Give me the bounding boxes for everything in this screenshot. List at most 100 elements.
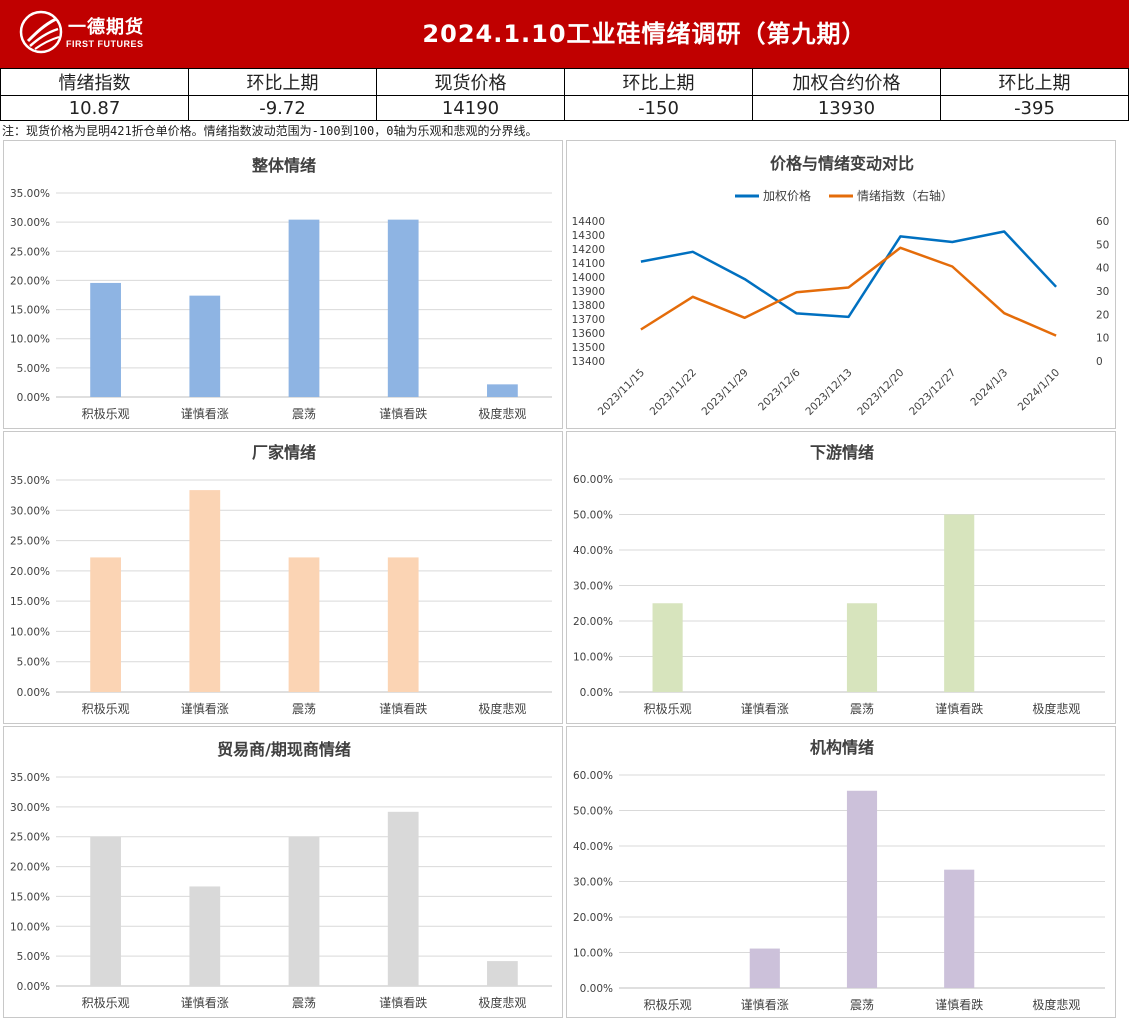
chart-downstream: 下游情绪 0.00% 10.00% 20.00% 30.00% 40.00% 50.00% 6… (573, 443, 1105, 716)
y-tick-label: 0.00% (17, 687, 50, 699)
x-category-label: 谨慎看涨 (741, 997, 789, 1012)
bar (749, 948, 780, 988)
y-tick-label: 20.00% (573, 616, 613, 628)
value-sentiment-index: 10.87 (0, 95, 189, 121)
x-date-label: 2023/11/29 (700, 367, 751, 418)
chart-title: 下游情绪 (810, 443, 874, 462)
x-category-label: 谨慎看跌 (935, 701, 983, 716)
y-tick-label: 10.00% (573, 652, 613, 664)
bar (387, 219, 419, 397)
x-date-label: 2023/11/15 (596, 367, 647, 418)
y-left-tick-label: 13900 (572, 286, 605, 298)
y-right-tick-label: 10 (1096, 333, 1109, 345)
bar (487, 961, 518, 986)
chart-factory: 厂家情绪 0.00% 5.00% 10.00% 15.00% 20.00% 25.00% 30… (10, 443, 552, 716)
y-tick-label: 30.00% (10, 802, 50, 814)
y-tick-label: 35.00% (10, 475, 50, 487)
logo-text-en: FIRST FUTURES (66, 39, 144, 49)
y-left-tick-label: 13600 (572, 328, 605, 340)
x-category-label: 极度悲观 (478, 406, 526, 421)
y-tick-label: 60.00% (573, 474, 613, 486)
value-sentiment-change: -9.72 (188, 95, 377, 121)
bar (846, 603, 878, 692)
y-tick-label: 5.00% (17, 951, 50, 963)
x-category-label: 谨慎看涨 (181, 406, 229, 421)
chart-title: 整体情绪 (251, 156, 316, 175)
price-series-line (640, 230, 1058, 319)
y-right-tick-label: 20 (1096, 309, 1109, 321)
chart-institution: 机构情绪 0.00% 10.00% 20.00% 30.00% 40.00% 50.00% 6… (573, 738, 1105, 1012)
header-banner: 一德期货 FIRST FUTURES 2024.1.10工业硅情绪调研（第九期） (0, 0, 1129, 68)
bar (944, 869, 975, 988)
header-sentiment-index: 情绪指数 (0, 68, 189, 96)
y-tick-label: 50.00% (573, 510, 613, 522)
chart-title: 厂家情绪 (252, 443, 316, 462)
y-tick-label: 30.00% (573, 581, 613, 593)
bar (90, 557, 121, 692)
x-category-label: 谨慎看涨 (181, 995, 229, 1010)
x-date-label: 2023/12/20 (855, 367, 906, 418)
y-right-tick-label: 30 (1096, 286, 1109, 298)
bar (387, 557, 419, 692)
x-date-label: 2023/12/27 (907, 367, 958, 418)
x-category-label: 谨慎看跌 (379, 406, 427, 421)
bar (487, 384, 518, 397)
x-date-label: 2024/1/3 (968, 367, 1010, 409)
y-tick-label: 5.00% (17, 363, 50, 375)
chart-panel-institution: 机构情绪 0.00% 10.00% 20.00% 30.00% 40.00% 50.00% 6… (566, 726, 1116, 1018)
company-logo: 一德期货 FIRST FUTURES (18, 9, 148, 59)
header-weighted-change: 环比上期 (940, 68, 1129, 96)
bar (189, 295, 221, 397)
bar (189, 490, 221, 692)
value-weighted-price: 13930 (752, 95, 941, 121)
x-category-label: 极度悲观 (1032, 997, 1080, 1012)
summary-value-row: 10.87 -9.72 14190 -150 13930 -395 (0, 95, 1129, 121)
bar (189, 886, 221, 986)
x-category-label: 震荡 (292, 702, 316, 716)
x-category-label: 震荡 (850, 702, 874, 716)
y-left-tick-label: 13700 (572, 314, 605, 326)
bar (288, 836, 320, 986)
summary-header-row: 情绪指数 环比上期 现货价格 环比上期 加权合约价格 环比上期 (0, 68, 1129, 96)
chart-panel-overall: 整体情绪 0.00% 5.00% 10.00% 15.00% 20.00% 25.00% 30… (3, 140, 563, 429)
chart-title: 机构情绪 (810, 738, 874, 757)
y-tick-label: 35.00% (10, 188, 50, 200)
value-weighted-change: -395 (940, 95, 1129, 121)
y-tick-label: 15.00% (10, 596, 50, 608)
y-right-tick-label: 50 (1096, 239, 1109, 251)
header-weighted-price: 加权合约价格 (752, 68, 941, 96)
y-tick-label: 25.00% (10, 536, 50, 548)
bar (90, 282, 121, 397)
x-category-label: 震荡 (292, 407, 316, 421)
bar (288, 219, 320, 397)
y-left-tick-label: 13400 (572, 356, 605, 368)
bar (944, 514, 975, 692)
bar (288, 557, 320, 692)
y-left-tick-label: 14100 (572, 258, 605, 270)
page-title: 2024.1.10工业硅情绪调研（第九期） (422, 20, 867, 48)
x-category-label: 谨慎看跌 (379, 995, 427, 1010)
legend-label: 加权价格 (763, 188, 811, 203)
x-category-label: 积极乐观 (644, 998, 692, 1012)
x-category-label: 积极乐观 (644, 702, 692, 716)
y-tick-label: 30.00% (10, 217, 50, 229)
y-tick-label: 15.00% (10, 891, 50, 903)
logo-emblem-icon (19, 10, 63, 54)
y-tick-label: 25.00% (10, 832, 50, 844)
bar (652, 603, 683, 692)
y-tick-label: 20.00% (573, 912, 613, 924)
x-category-label: 谨慎看跌 (379, 701, 427, 716)
x-date-label: 2024/1/10 (1016, 367, 1063, 414)
y-left-tick-label: 14300 (572, 230, 605, 242)
x-category-label: 谨慎看涨 (741, 701, 789, 716)
chart-panel-trader: 贸易商/期现商情绪 0.00% 5.00% 10.00% 15.00% 20.00% 25.… (3, 726, 563, 1018)
chart-panel-downstream: 下游情绪 0.00% 10.00% 20.00% 30.00% 40.00% 50.00% 6… (566, 431, 1116, 724)
y-tick-label: 20.00% (10, 566, 50, 578)
y-tick-label: 0.00% (580, 687, 613, 699)
y-tick-label: 5.00% (17, 657, 50, 669)
y-right-tick-label: 40 (1096, 263, 1109, 275)
y-tick-label: 20.00% (10, 862, 50, 874)
footnote: 注：现货价格为昆明421折仓单价格。情绪指数波动范围为-100到100，0轴为乐… (2, 124, 538, 138)
y-tick-label: 50.00% (573, 806, 613, 818)
